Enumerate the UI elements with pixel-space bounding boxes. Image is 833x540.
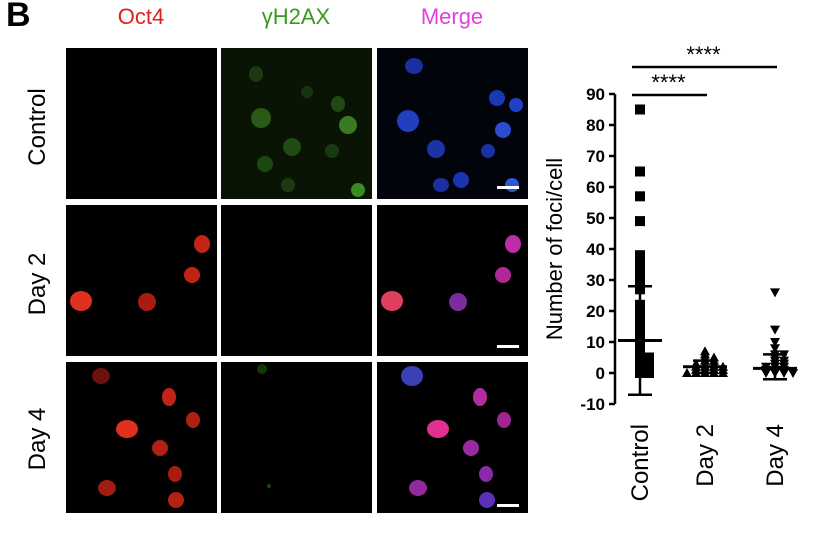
data-point	[761, 369, 771, 378]
x-category-label: Day 2	[692, 424, 719, 487]
row-label-day2: Day 2	[24, 252, 51, 316]
column-header-merge: Merge	[420, 4, 484, 29]
data-point	[718, 368, 728, 377]
x-category-label: Day 4	[762, 424, 789, 487]
data-point	[770, 338, 780, 347]
y-tick-label: 50	[586, 209, 605, 228]
column-header-oct4: Oct4	[117, 4, 165, 29]
image-control-oct4	[66, 48, 217, 199]
image-control-gh2ax	[221, 48, 372, 199]
y-tick-label: 0	[596, 364, 605, 383]
data-point	[644, 361, 654, 372]
image-day4-merge	[377, 362, 528, 513]
y-tick-label: 20	[586, 302, 605, 321]
foci-scatter-chart: -10 0 10 20 30 40 50 60 70 80 90 Number of foci/cel…	[542, 42, 798, 501]
y-tick-label: 10	[586, 333, 605, 352]
scale-bar	[497, 504, 519, 507]
data-point	[770, 344, 780, 354]
image-day2-merge	[377, 205, 528, 356]
y-axis-label: Number of foci/cell	[542, 158, 567, 340]
y-tick-label: 70	[586, 147, 605, 166]
row-label-control: Control	[24, 88, 51, 166]
data-point	[635, 271, 645, 282]
data-point	[770, 325, 780, 335]
scale-bar	[497, 186, 519, 189]
data-point	[779, 369, 789, 378]
image-day2-oct4	[66, 205, 217, 356]
significance-label: ****	[686, 42, 721, 67]
row-label-day4: Day 4	[24, 407, 51, 471]
data-point	[644, 368, 654, 378]
image-day2-gh2ax	[221, 205, 372, 356]
data-point	[635, 166, 645, 177]
significance-label: ****	[651, 70, 686, 95]
y-tick-label: 80	[586, 116, 605, 135]
data-point	[788, 369, 798, 378]
image-day4-gh2ax	[221, 362, 372, 513]
column-header-gh2ax: γH2AX	[261, 4, 331, 29]
y-tick-label: -10	[580, 395, 605, 414]
data-point	[635, 104, 645, 115]
scale-bar	[497, 345, 519, 348]
data-point	[635, 262, 645, 273]
data-point	[635, 191, 645, 202]
y-tick-label: 40	[586, 240, 605, 259]
image-day4-oct4	[66, 362, 217, 513]
y-tick-label: 60	[586, 178, 605, 197]
data-point	[635, 216, 645, 227]
image-control-merge	[377, 48, 528, 199]
y-tick-label: 90	[586, 85, 605, 104]
data-point	[635, 250, 645, 261]
data-point	[770, 288, 780, 298]
x-category-label: Control	[627, 424, 654, 501]
panel-letter: B	[6, 0, 31, 34]
data-point	[682, 368, 692, 377]
y-tick-label: 30	[586, 271, 605, 290]
